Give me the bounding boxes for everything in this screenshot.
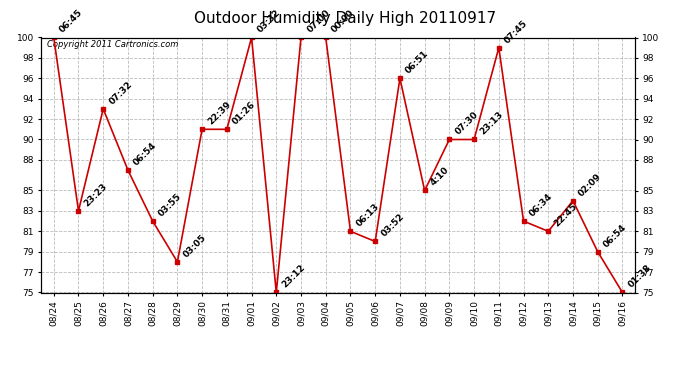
- Text: 01:26: 01:26: [231, 100, 257, 126]
- Text: 06:45: 06:45: [58, 8, 85, 35]
- Text: 22:45: 22:45: [553, 202, 579, 228]
- Text: 4:10: 4:10: [428, 165, 451, 188]
- Text: 07:32: 07:32: [108, 80, 134, 106]
- Text: 03:52: 03:52: [380, 212, 406, 239]
- Text: 22:39: 22:39: [206, 100, 233, 126]
- Text: 06:34: 06:34: [528, 192, 554, 218]
- Text: 03:55: 03:55: [157, 192, 184, 218]
- Text: Copyright 2011 Cartronics.com: Copyright 2011 Cartronics.com: [48, 40, 179, 49]
- Text: 23:13: 23:13: [478, 110, 505, 137]
- Text: 06:54: 06:54: [602, 222, 629, 249]
- Text: 23:23: 23:23: [83, 182, 109, 208]
- Text: 00:00: 00:00: [330, 9, 356, 35]
- Text: 06:54: 06:54: [132, 141, 159, 167]
- Text: 07:45: 07:45: [503, 18, 530, 45]
- Text: 03:05: 03:05: [181, 233, 208, 259]
- Text: 03:32: 03:32: [256, 8, 282, 35]
- Text: 23:12: 23:12: [280, 263, 307, 290]
- Text: 01:38: 01:38: [627, 263, 653, 290]
- Text: 07:30: 07:30: [453, 110, 480, 137]
- Text: Outdoor Humidity Daily High 20110917: Outdoor Humidity Daily High 20110917: [194, 11, 496, 26]
- Text: 06:51: 06:51: [404, 49, 431, 75]
- Text: 06:13: 06:13: [355, 202, 381, 228]
- Text: 02:09: 02:09: [577, 171, 604, 198]
- Text: 07:00: 07:00: [305, 8, 332, 35]
